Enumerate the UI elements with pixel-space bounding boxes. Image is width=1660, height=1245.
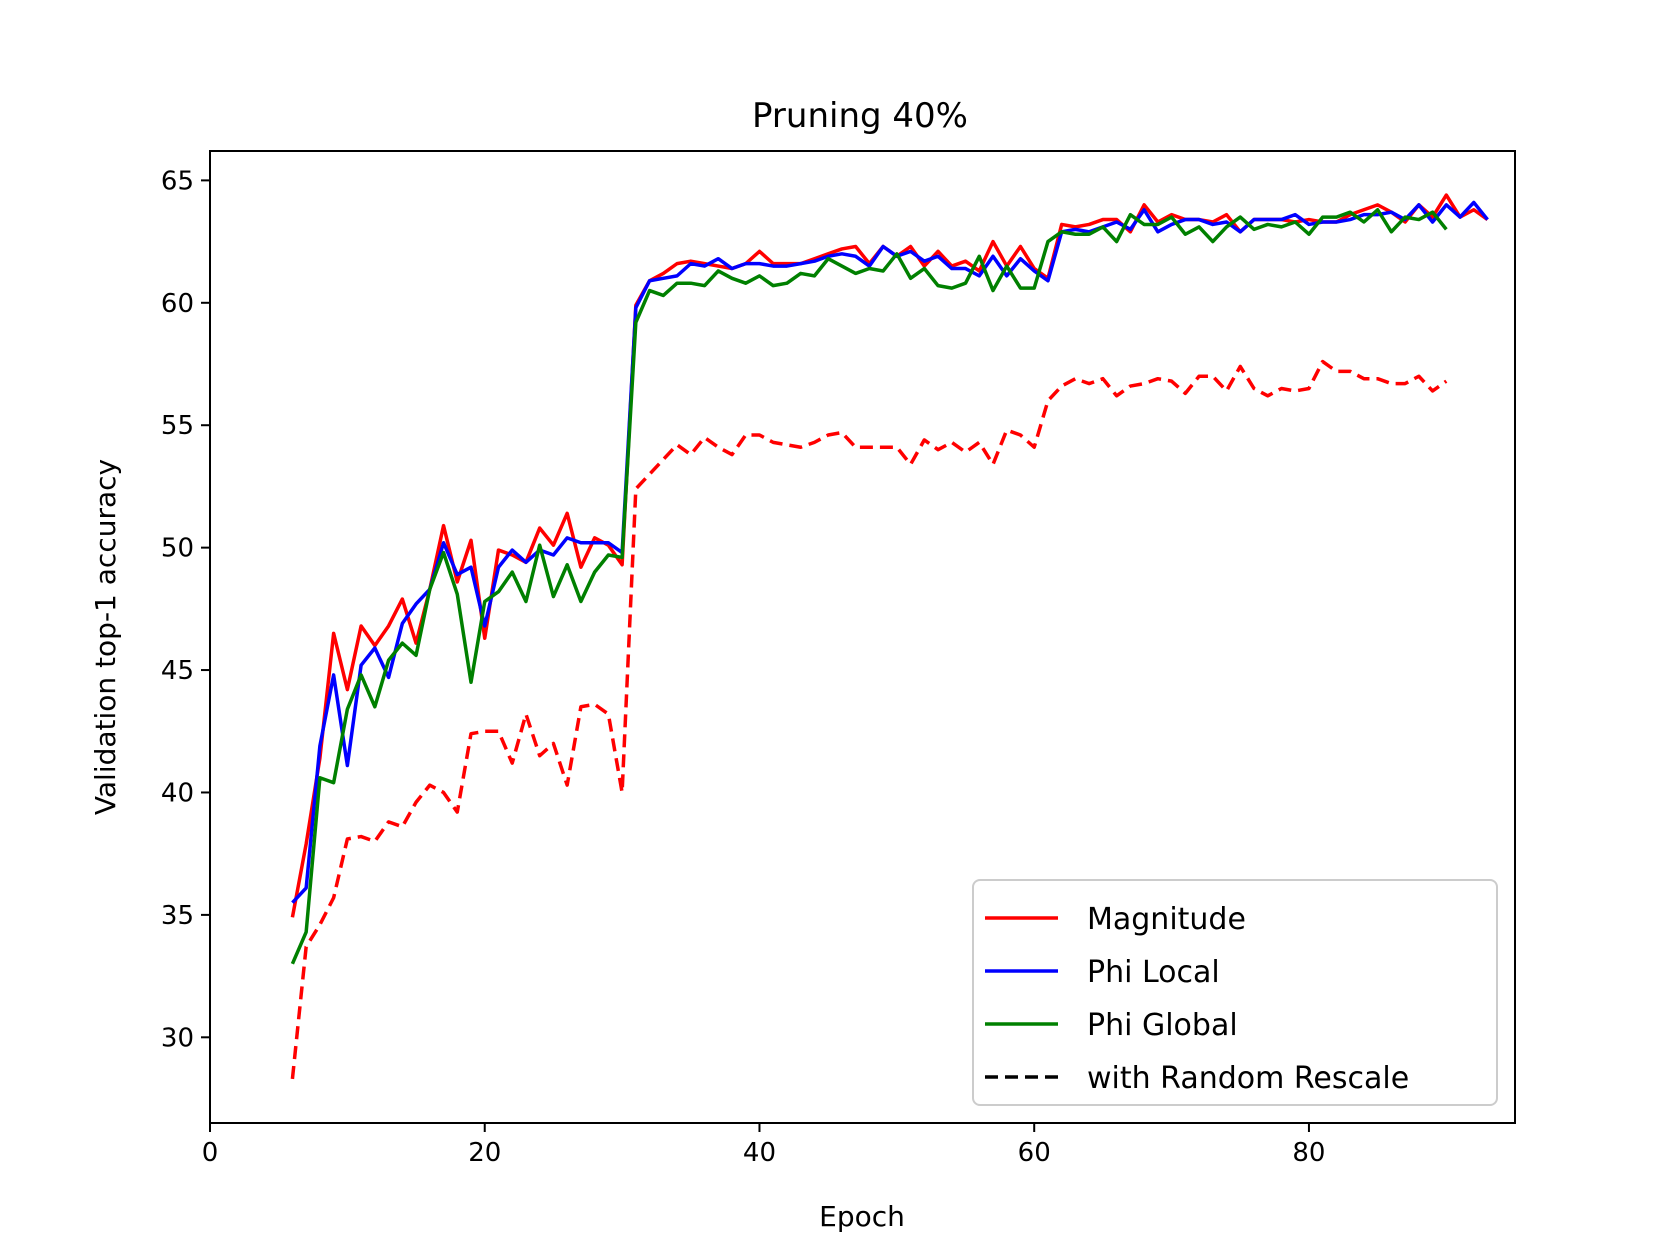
y-tick-label: 50 bbox=[161, 534, 194, 564]
x-tick-label: 80 bbox=[1292, 1138, 1325, 1168]
y-tick-label: 30 bbox=[161, 1023, 194, 1053]
plot-frame bbox=[209, 150, 1516, 1124]
x-axis-label: Epoch bbox=[819, 1200, 905, 1233]
x-tick-label: 40 bbox=[743, 1138, 776, 1168]
legend-label: Magnitude bbox=[1087, 902, 1246, 937]
y-tick-label: 35 bbox=[161, 901, 194, 931]
y-tick-label: 40 bbox=[161, 778, 194, 808]
plot-area bbox=[290, 193, 1489, 1080]
series-line-magnitude bbox=[290, 193, 1489, 918]
x-tick-label: 20 bbox=[468, 1138, 501, 1168]
y-tick-label: 60 bbox=[161, 289, 194, 319]
legend-label: with Random Rescale bbox=[1087, 1061, 1409, 1096]
x-tick-label: 0 bbox=[202, 1138, 219, 1168]
legend: Magnitude Phi Local Phi Global with Random … bbox=[972, 879, 1498, 1106]
y-axis: 30 35 40 45 50 55 60 65 bbox=[161, 166, 210, 1053]
y-tick-label: 65 bbox=[161, 166, 194, 196]
y-axis-label: Validation top-1 accuracy bbox=[89, 459, 122, 815]
series-line-phi-global bbox=[290, 208, 1448, 965]
y-tick-label: 45 bbox=[161, 656, 194, 686]
series-line-magnitude-with-random-rescale bbox=[290, 359, 1448, 1080]
legend-label: Phi Global bbox=[1087, 1008, 1238, 1043]
legend-label: Phi Local bbox=[1087, 955, 1220, 990]
x-tick-label: 60 bbox=[1018, 1138, 1051, 1168]
legend-frame bbox=[972, 879, 1498, 1106]
x-axis: 0 20 40 60 80 bbox=[202, 1123, 1325, 1168]
y-tick-label: 55 bbox=[161, 411, 194, 441]
chart-title: Pruning 40% bbox=[752, 96, 968, 136]
